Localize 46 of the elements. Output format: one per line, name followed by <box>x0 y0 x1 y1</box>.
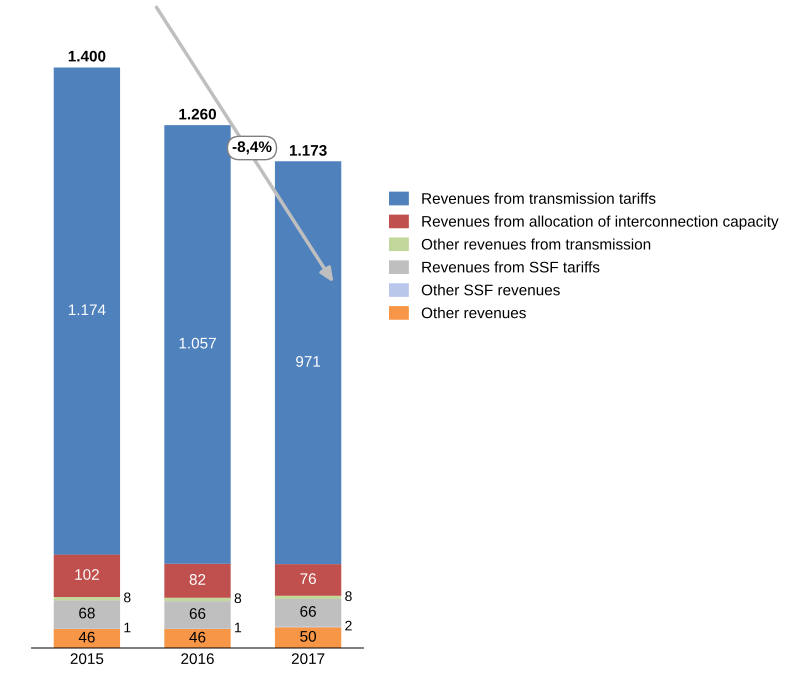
data-label: 102 <box>75 569 99 580</box>
total-label: 1.400 <box>68 50 106 62</box>
legend-label: Other revenues <box>422 307 526 318</box>
data-label: 66 <box>300 606 316 617</box>
legend-label: Revenues from SSF tariffs <box>422 261 600 273</box>
data-label: 1 <box>235 622 242 632</box>
data-label: 1.057 <box>180 338 216 349</box>
x-tick-label: 2017 <box>292 653 324 664</box>
total-label: 1.260 <box>179 108 216 120</box>
data-label: 1 <box>124 622 130 632</box>
data-label: 66 <box>190 608 206 619</box>
total-label: 1.173 <box>290 145 327 156</box>
bar <box>164 564 231 598</box>
data-label: 8 <box>234 593 242 604</box>
x-tick-label: 2016 <box>181 653 214 664</box>
bar <box>274 596 342 600</box>
legend-label: Other SSF revenues <box>422 284 560 296</box>
data-label: 1.174 <box>68 304 106 316</box>
x-tick-label: 2015 <box>70 653 104 664</box>
data-label: 971 <box>296 356 320 367</box>
bar <box>164 628 231 648</box>
bar <box>164 601 231 628</box>
data-label: 82 <box>190 574 206 585</box>
data-label: 46 <box>189 632 206 643</box>
bar <box>164 125 231 564</box>
bar <box>54 68 120 555</box>
bar <box>54 628 120 648</box>
bar <box>164 598 231 602</box>
bar <box>54 600 120 628</box>
bar <box>274 564 342 596</box>
bar <box>274 599 342 626</box>
data-label: 50 <box>300 630 316 642</box>
bar <box>274 627 342 648</box>
data-label: 46 <box>78 632 95 643</box>
legend-label: Revenues from transmission tariffs <box>422 192 656 204</box>
data-label: 8 <box>345 591 352 602</box>
bar <box>54 596 120 600</box>
legend-label: Other revenues from transmission <box>422 238 650 250</box>
bar <box>274 161 342 564</box>
data-label: 68 <box>79 608 95 618</box>
data-label: 76 <box>300 573 316 584</box>
bar <box>54 554 120 597</box>
annotation: -8,4% <box>232 141 272 154</box>
data-label: 2 <box>345 620 352 630</box>
data-label: 8 <box>124 592 131 602</box>
legend-label: Revenues from allocation of interconnection capacity <box>422 216 779 230</box>
